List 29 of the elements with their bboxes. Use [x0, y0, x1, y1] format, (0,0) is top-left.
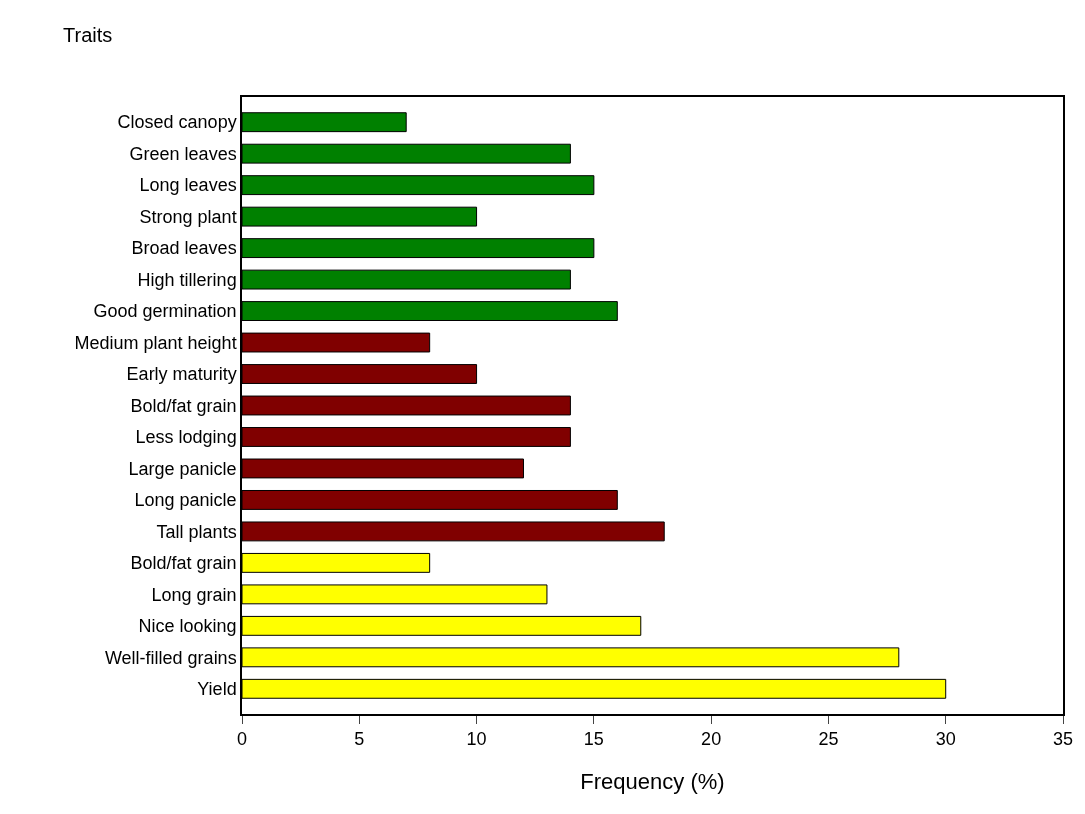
x-tick-label: 0: [236, 729, 248, 750]
y-tick-label: Long grain: [151, 584, 237, 605]
x-tick-label: 15: [583, 729, 604, 750]
y-tick-label: Bold/fat grain: [130, 553, 237, 574]
y-tick-label: Nice looking: [138, 616, 237, 637]
y-tick-label: Large panicle: [128, 458, 237, 479]
y-tick-label: Bold/fat grain: [130, 395, 237, 416]
y-tick-label: Broad leaves: [131, 238, 237, 259]
y-tick-label: Green leaves: [129, 143, 237, 164]
x-tick-label: 25: [818, 729, 839, 750]
y-tick-label: Well-filled grains: [104, 647, 237, 668]
x-tick-label: 30: [935, 729, 956, 750]
y-tick-label: Less lodging: [135, 427, 237, 448]
y-tick-label: Medium plant height: [74, 332, 237, 353]
y-tick-label: Yield: [197, 679, 237, 700]
y-tick-label: Good germination: [93, 301, 237, 322]
y-tick-label: Early maturity: [126, 364, 237, 385]
y-tick-label: Tall plants: [156, 521, 237, 542]
y-tick-label: Closed canopy: [117, 112, 237, 133]
x-tick-label: 20: [701, 729, 722, 750]
x-tick-label: 10: [466, 729, 487, 750]
y-tick-label: High tillering: [137, 269, 237, 290]
x-tick-label: 5: [354, 729, 365, 750]
y-axis-title: Traits: [63, 24, 113, 46]
y-tick-label: Long leaves: [139, 175, 237, 196]
y-tick-label: Long panicle: [134, 490, 237, 511]
x-axis-title: Frequency (%): [580, 768, 725, 794]
x-tick-label: 35: [1052, 729, 1074, 750]
y-tick-label: Strong plant: [139, 206, 237, 227]
